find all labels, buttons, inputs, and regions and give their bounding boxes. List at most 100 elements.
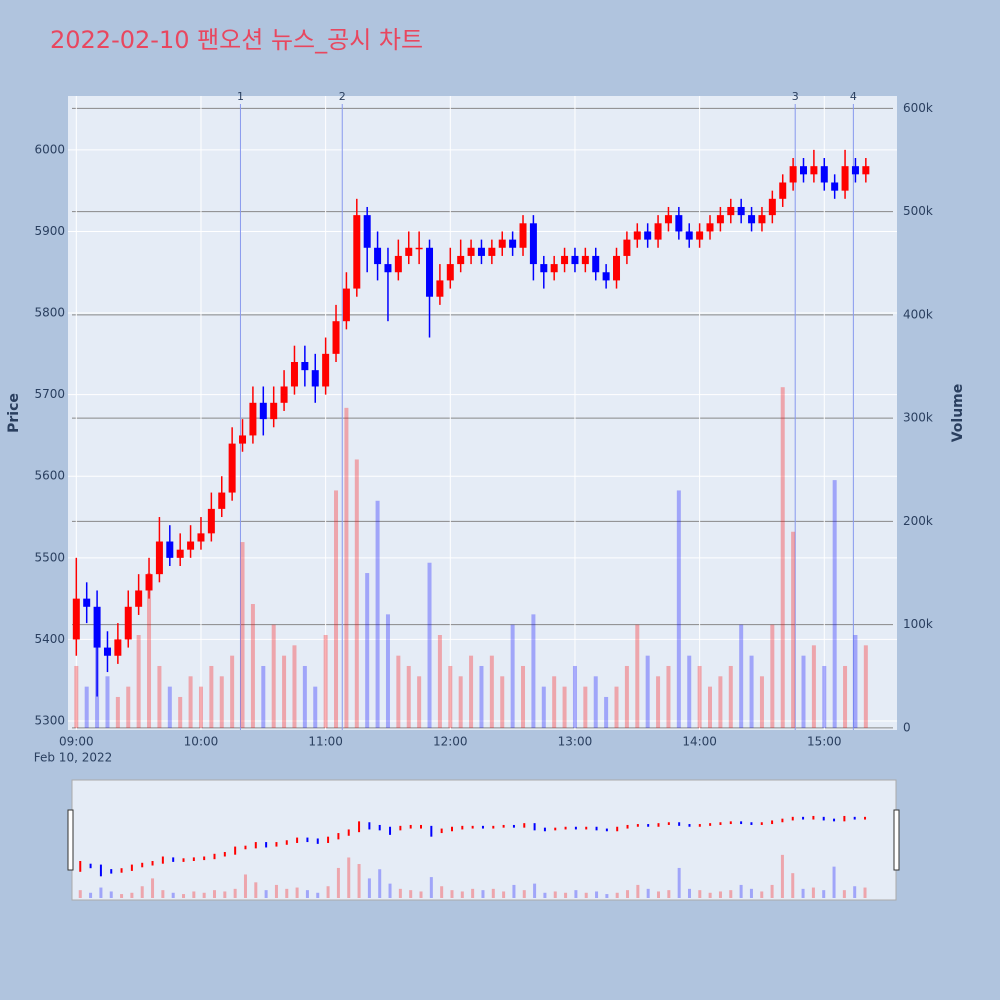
candle-body — [135, 590, 143, 607]
volume-bar — [843, 665, 848, 728]
candle-body — [706, 223, 714, 232]
x-tick-label: 10:00 — [184, 735, 219, 749]
volume-bar — [832, 480, 837, 728]
candle-body — [561, 255, 569, 265]
x-tick-label: 13:00 — [558, 735, 593, 749]
volume-bar — [531, 614, 536, 728]
slider-volume-bar — [760, 891, 764, 898]
slider-volume-bar — [450, 890, 454, 898]
candle-body — [384, 264, 392, 273]
volume-bar — [437, 635, 442, 728]
slider-volume-bar — [770, 884, 774, 898]
volume-bar — [282, 655, 287, 728]
volume-bar — [344, 407, 349, 728]
x-tick-label: 09:00 — [59, 735, 94, 749]
slider-volume-bar — [636, 884, 640, 898]
volume-bar — [562, 686, 567, 728]
candle-body — [426, 247, 434, 297]
candle-body — [727, 206, 735, 216]
volume-bar — [479, 665, 484, 728]
volume-bar — [666, 665, 671, 728]
volume-bar — [624, 665, 629, 728]
slider-volume-bar — [491, 888, 495, 898]
candle-body — [581, 255, 589, 265]
volume-bar — [105, 676, 110, 728]
volume-bar — [770, 624, 775, 728]
candle-body — [218, 492, 226, 509]
volume-bar — [240, 542, 245, 728]
volume-bar — [458, 676, 463, 728]
volume-bar — [687, 655, 692, 728]
volume-bar — [489, 655, 494, 728]
slider-volume-bar — [543, 892, 547, 898]
y-tick-label: 5900 — [34, 224, 65, 238]
volume-bar — [126, 686, 131, 728]
candle-body — [197, 533, 205, 542]
volume-bar — [500, 676, 505, 728]
slider-volume-bar — [574, 890, 578, 898]
candle-body — [820, 166, 828, 183]
y2-tick-label: 300k — [903, 411, 933, 425]
candle-body — [207, 508, 215, 534]
slider-volume-bar — [522, 890, 526, 898]
slider-volume-bar — [109, 891, 113, 898]
volume-bar — [593, 676, 598, 728]
candle-body — [509, 239, 517, 248]
candle-body — [789, 166, 797, 183]
y-axis-title: Price — [6, 393, 22, 433]
slider-volume-bar — [863, 887, 867, 898]
volume-bar — [718, 676, 723, 728]
candle-body — [488, 247, 496, 256]
slider-volume-bar — [295, 887, 299, 898]
candle-body — [259, 402, 267, 420]
slider-volume-bar — [336, 867, 340, 898]
range-slider[interactable] — [71, 779, 897, 901]
volume-bar — [510, 624, 515, 728]
y2-tick-label: 100k — [903, 617, 933, 631]
slider-volume-bar — [419, 891, 423, 898]
volume-bar — [209, 665, 214, 728]
candle-body — [249, 402, 257, 436]
slider-volume-bar — [791, 873, 795, 898]
y-tick-label: 5700 — [34, 387, 65, 401]
slider-volume-bar — [460, 891, 464, 898]
slider-volume-bar — [595, 891, 599, 898]
volume-bar — [365, 573, 370, 728]
volume-bar — [708, 686, 713, 728]
slider-volume-bar — [409, 890, 413, 898]
slider-volume-bar — [471, 888, 475, 898]
candle-body — [467, 247, 475, 256]
volume-bar — [583, 686, 588, 728]
slider-volume-bar — [182, 894, 186, 898]
volume-bar — [572, 665, 577, 728]
slider-volume-bar — [223, 891, 227, 898]
volume-bar — [178, 696, 183, 728]
slider-volume-bar — [161, 890, 165, 898]
candle-body — [758, 215, 766, 224]
volume-bar — [739, 624, 744, 728]
volume-bar — [219, 676, 224, 728]
y-tick-label: 5800 — [34, 306, 65, 320]
candle-body — [477, 247, 485, 256]
slider-volume-bar — [130, 892, 134, 898]
slider-volume-bar — [254, 882, 258, 898]
volume-bar — [230, 655, 235, 728]
slider-volume-bar — [687, 888, 691, 898]
candle-body — [623, 239, 631, 256]
volume-bar — [406, 665, 411, 728]
slider-volume-bar — [718, 891, 722, 898]
candle-body — [644, 231, 652, 240]
candle-body — [363, 215, 371, 248]
slider-handle[interactable] — [67, 809, 74, 871]
slider-volume-bar — [615, 892, 619, 898]
candle-body — [540, 264, 548, 273]
slider-handle[interactable] — [893, 809, 900, 871]
volume-bar — [521, 665, 526, 728]
y-tick-label: 6000 — [34, 142, 65, 156]
slider-volume-bar — [646, 888, 650, 898]
volume-bar — [334, 490, 339, 728]
slider-volume-bar — [305, 890, 309, 898]
candle-body — [675, 215, 683, 232]
candle-body — [93, 606, 101, 648]
slider-volume-bar — [202, 892, 206, 898]
